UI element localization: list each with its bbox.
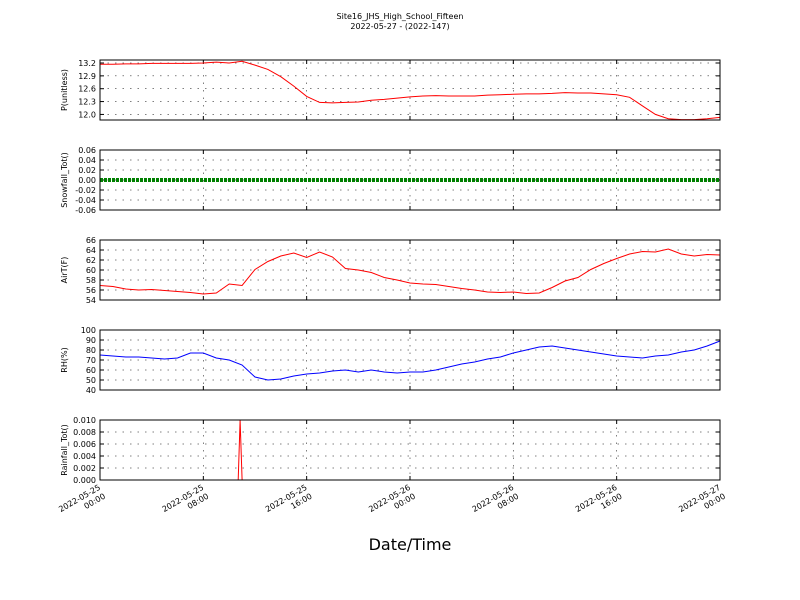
- panel-1: -0.06-0.04-0.020.000.020.040.06 Snowfall_…: [60, 146, 721, 215]
- y-tick-label: -0.04: [75, 196, 96, 205]
- y-tick-label: -0.06: [75, 206, 96, 215]
- panels: 12.012.312.612.913.2P(unitless)-0.06-0.0…: [60, 59, 721, 485]
- y-tick-label: 12.6: [78, 85, 96, 94]
- y-tick-label: 0.00: [78, 176, 96, 185]
- y-tick-label: 56: [86, 286, 96, 295]
- y-tick-label: 70: [86, 356, 96, 365]
- y-tick-label: 0.010: [73, 416, 96, 425]
- panel-frame: [99, 149, 721, 211]
- y-tick-label: 80: [86, 346, 96, 355]
- panel-frame: [99, 419, 721, 481]
- series-line-3: [99, 340, 721, 381]
- y-axis-label: P(unitless): [60, 69, 69, 111]
- chart-title: Site16_JHS_High_School_Fifteen: [337, 12, 464, 21]
- y-tick-label: -0.02: [75, 186, 96, 195]
- y-tick-label: 0.000: [73, 476, 96, 485]
- series-line-0: [100, 60, 721, 121]
- y-tick-label: 100: [81, 326, 96, 335]
- y-tick-label: 12.0: [78, 110, 96, 119]
- y-tick-label: 58: [86, 276, 96, 285]
- y-axis-label: RH(%): [60, 347, 69, 372]
- series-line-2: [99, 248, 721, 295]
- panel-0: 12.0 12.3 12.6 12.9 13.2 P(unitless): [60, 59, 721, 121]
- y-tick-label: 90: [86, 336, 96, 345]
- y-tick-label: 0.04: [78, 156, 96, 165]
- y-tick-label: 66: [86, 236, 96, 245]
- panel-frame: [99, 329, 721, 391]
- x-axis-label: Date/Time: [369, 535, 452, 554]
- y-tick-label: 50: [86, 376, 96, 385]
- y-axis-label: AirT(F): [60, 257, 69, 284]
- y-tick-label: 12.9: [78, 72, 96, 81]
- y-tick-label: 0.004: [73, 452, 96, 461]
- y-axis-label: Rainfall_Tot(): [60, 424, 69, 476]
- y-axis-label: Snowfall_Tot(): [60, 152, 69, 208]
- panel-frame: [99, 59, 721, 121]
- y-tick-label: 40: [86, 386, 96, 395]
- y-tick-label: 0.06: [78, 146, 96, 155]
- y-tick-label: 12.3: [78, 98, 96, 107]
- y-tick-label: 64: [86, 246, 96, 255]
- y-tick-label: 60: [86, 266, 96, 275]
- y-tick-label: 0.02: [78, 166, 96, 175]
- y-tick-label: 13.2: [78, 59, 96, 68]
- panel-frame: [99, 239, 721, 301]
- y-tick-label: 0.008: [73, 428, 96, 437]
- y-tick-label: 62: [86, 256, 96, 265]
- y-tick-label: 60: [86, 366, 96, 375]
- y-tick-label: 0.006: [73, 440, 96, 449]
- chart-subtitle: 2022-05-27 - (2022-147): [350, 22, 449, 31]
- y-tick-label: 54: [86, 296, 96, 305]
- y-tick-label: 0.002: [73, 464, 96, 473]
- panel-4: 0.000 0.002 0.004 0.006 0.008 0.010 Rainfall_T…: [60, 416, 721, 485]
